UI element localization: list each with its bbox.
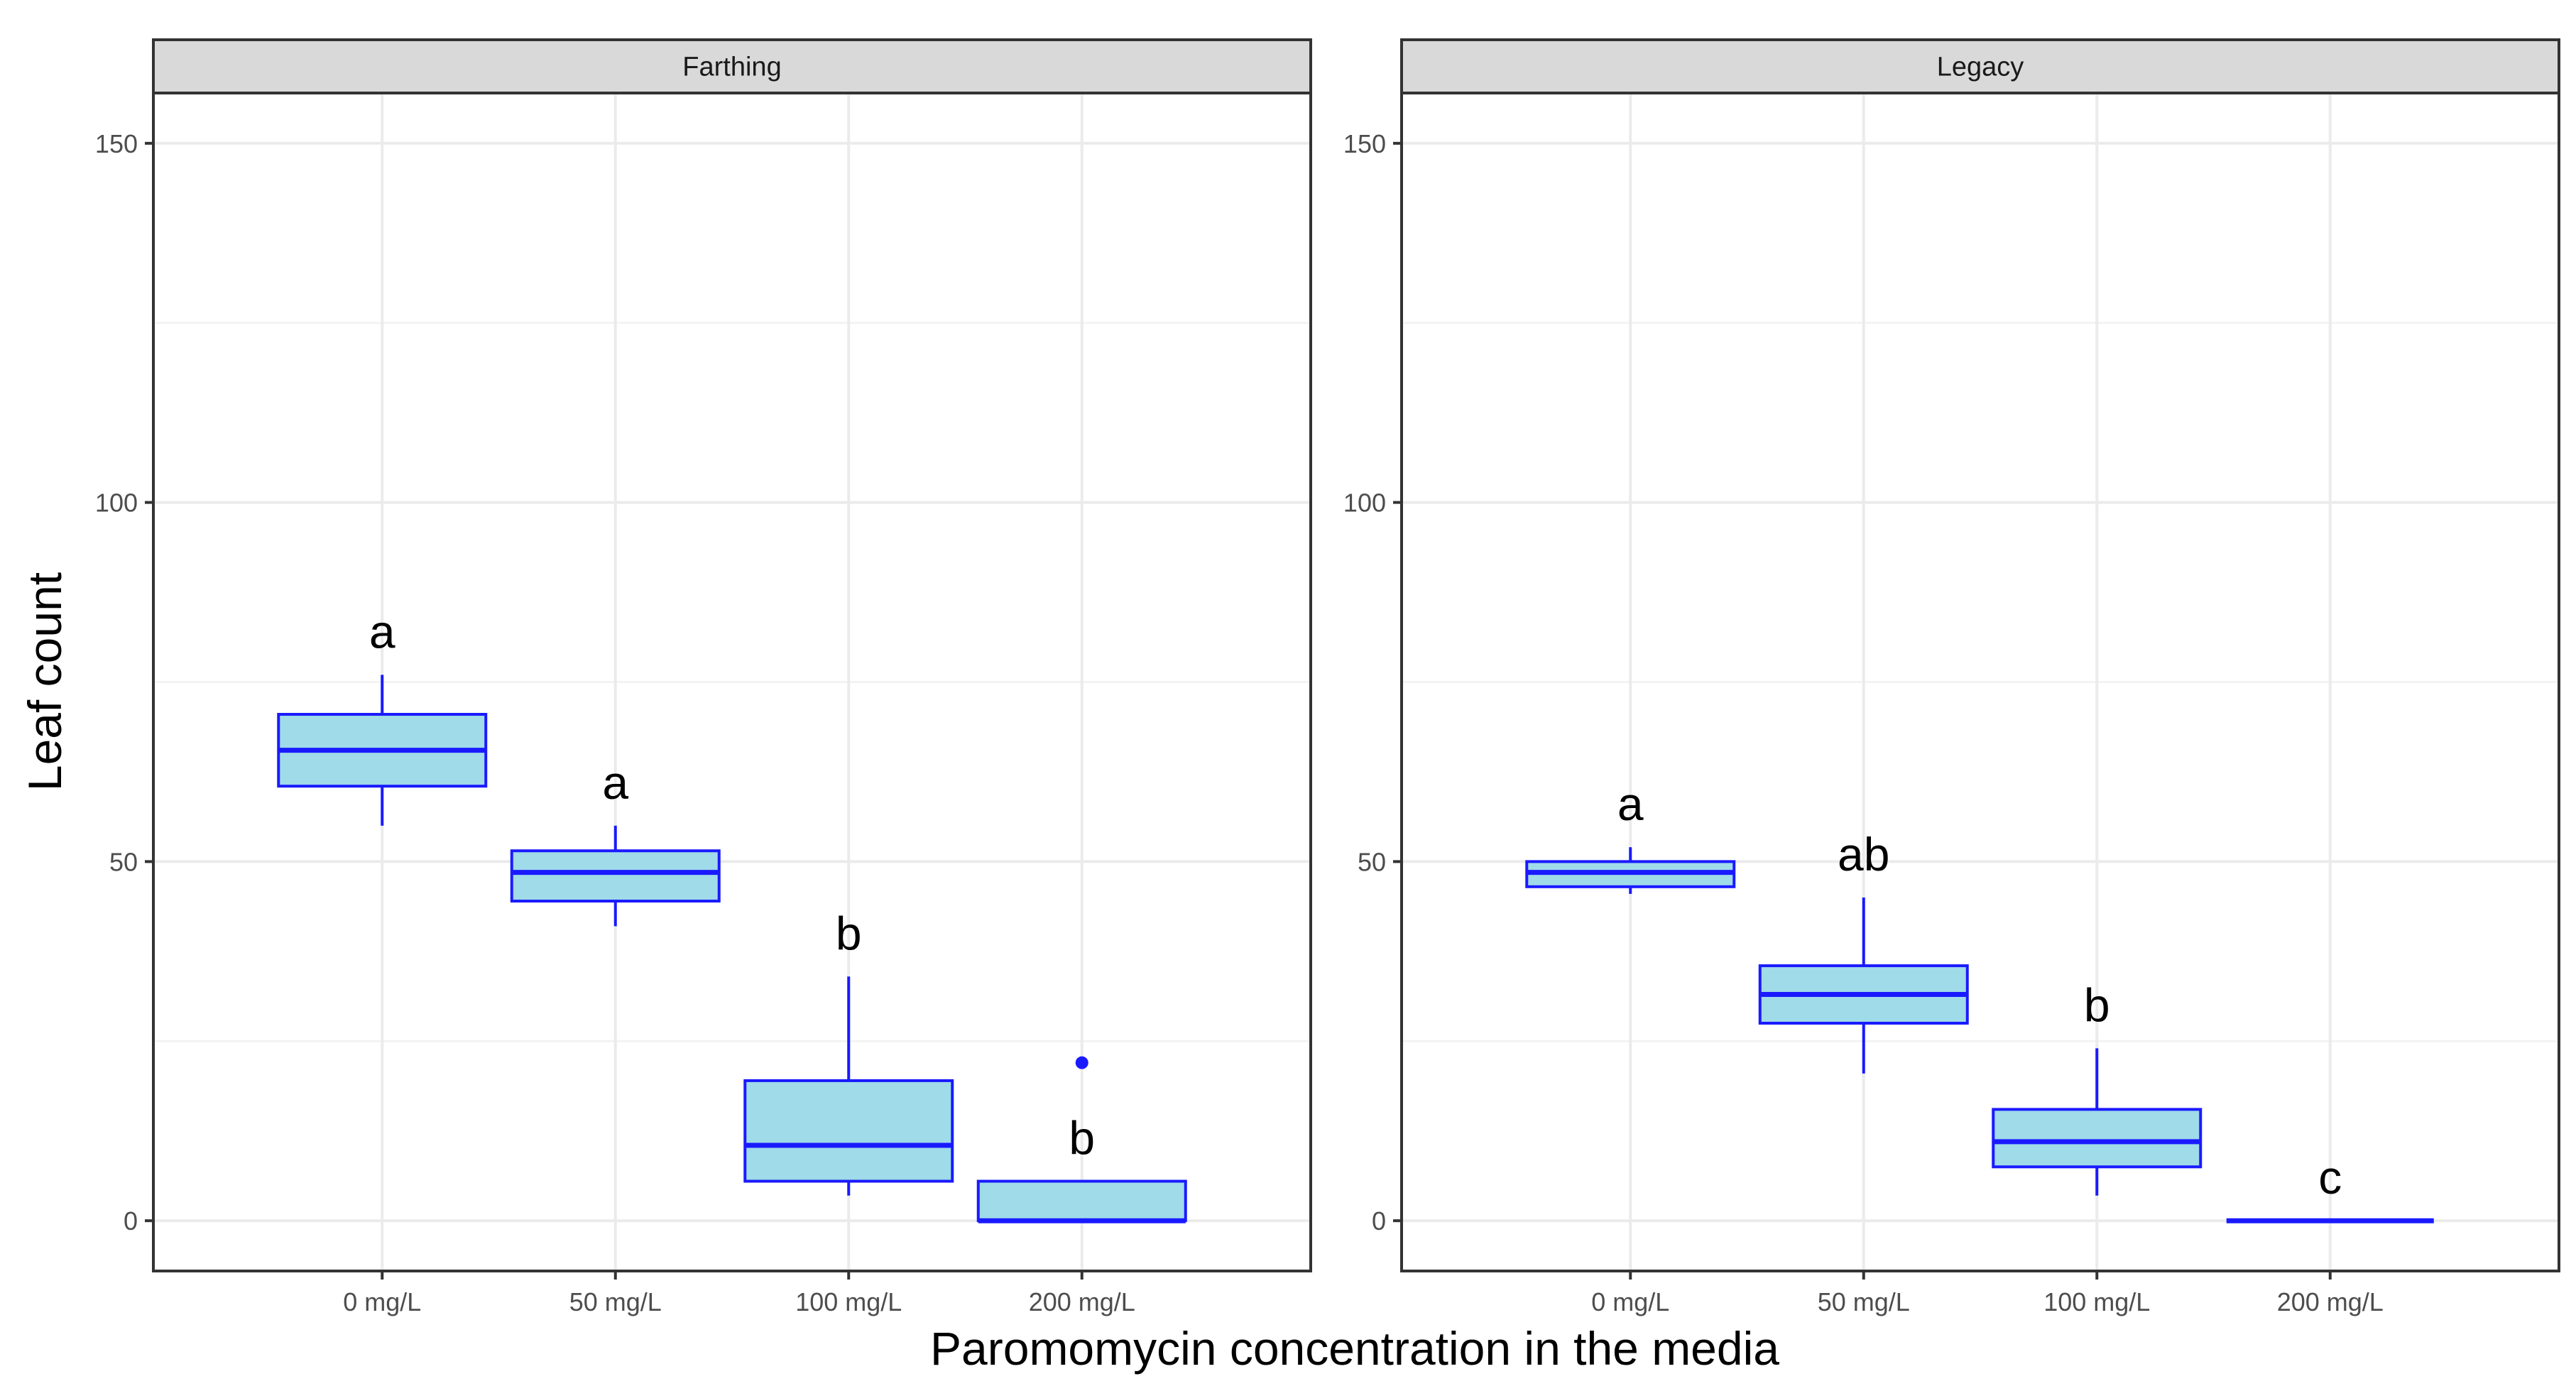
box-body [1992,1108,2203,1169]
y-axis-title: Leaf count [18,572,71,791]
outlier-point [1075,1056,1088,1069]
y-tick-label: 50 [109,847,138,876]
x-tick-label: 200 mg/L [1029,1287,1135,1316]
x-axis-title: Paromomycin concentration in the media [930,1322,1779,1375]
panel-legacy: a ab b c Legacy 0 50 100 150 0 mg/L 50 mg/L 100 mg/… [1343,38,2560,1316]
y-tick-label: 150 [95,129,138,158]
significance-letter: a [1617,778,1644,830]
box-100mgl: b [1992,978,2203,1196]
x-tick-label: 100 mg/L [2043,1287,2150,1316]
y-tick-label: 0 [1372,1206,1386,1235]
box-50mgl: a [510,756,721,927]
box-0mgl: a [277,605,488,826]
box-0mgl: a [1525,778,1736,894]
y-tick-label: 0 [124,1206,138,1235]
x-tick-label: 200 mg/L [2277,1287,2384,1316]
box-body [976,1179,1187,1223]
y-tick-label: 100 [1343,489,1386,518]
facet-strip [152,38,1312,94]
significance-letter: a [602,756,628,809]
facet-strip-label: Farthing [682,53,781,82]
y-tick-label: 150 [1343,129,1386,158]
significance-letter: b [1069,1112,1095,1164]
significance-letter: b [2084,978,2110,1031]
facet-strip [1400,38,2560,94]
significance-letter: ab [1838,828,1889,880]
x-tick-label: 100 mg/L [795,1287,902,1316]
box-200mgl: b [976,1056,1187,1223]
significance-letter: a [369,605,395,658]
box-body [510,849,721,903]
x-tick-label: 0 mg/L [343,1287,421,1316]
significance-letter: b [836,907,862,959]
x-tick-label: 50 mg/L [1818,1287,1910,1316]
facet-strip-label: Legacy [1937,53,2024,82]
y-tick-label: 50 [1358,847,1386,876]
significance-letter: c [2318,1151,2342,1204]
box-100mgl: b [743,907,954,1196]
y-tick-label: 100 [95,489,138,518]
panel-farthing: a a b b Farthing 0 50 100 150 0 mg/L 50 mg/L 100 mg… [95,38,1312,1316]
x-tick-label: 0 mg/L [1591,1287,1669,1316]
box-body [743,1079,954,1183]
x-tick-label: 50 mg/L [569,1287,662,1316]
box-200mgl: c [2226,1151,2434,1223]
box-50mgl: ab [1758,828,1969,1074]
